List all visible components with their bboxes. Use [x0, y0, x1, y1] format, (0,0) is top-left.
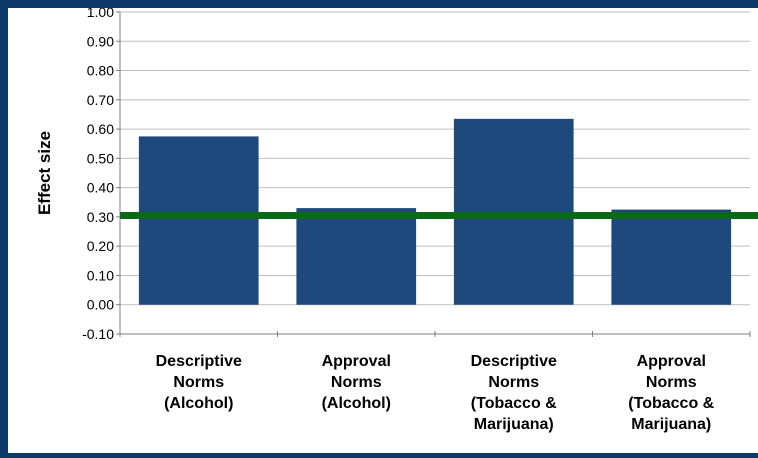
bar [453, 118, 574, 305]
x-category-label: Descriptive Norms (Alcohol) [156, 353, 242, 412]
y-tick-label: 0.40 [87, 180, 114, 196]
y-tick-label: -0.10 [82, 326, 114, 342]
y-tick-label: 0.10 [87, 267, 114, 283]
x-category-label: Descriptive Norms (Tobacco & Marijuana) [471, 353, 558, 433]
y-tick-label: 0.00 [87, 297, 114, 313]
bars [138, 118, 732, 305]
x-category-label: Approval Norms (Alcohol) [322, 353, 391, 412]
y-tick-label: 0.80 [87, 63, 114, 79]
bar [611, 209, 732, 305]
y-tick-labels: -0.10 0.00 0.10 0.20 0.30 0.40 0.50 0.60 0.70 0.8… [82, 4, 114, 342]
x-category-labels: Descriptive Norms (Alcohol) Approval Norms (A… [156, 353, 715, 433]
chart-panel: -0.10 0.00 0.10 0.20 0.30 0.40 0.50 0.60 0.70 0.8… [8, 4, 758, 453]
x-category-label: Approval Norms (Tobacco & Marijuana) [628, 353, 714, 433]
y-axis-label: Effect size [35, 131, 54, 215]
y-tick-label: 0.70 [87, 92, 114, 108]
y-tick-label: 0.20 [87, 238, 114, 254]
axes [116, 11, 751, 337]
y-tick-label: 0.50 [87, 150, 114, 166]
y-tick-label: 0.90 [87, 33, 114, 49]
bar [296, 208, 417, 305]
bar [138, 136, 259, 305]
bar-chart: -0.10 0.00 0.10 0.20 0.30 0.40 0.50 0.60 0.70 0.8… [35, 4, 758, 433]
y-tick-label: 0.60 [87, 121, 114, 137]
y-tick-label: 0.30 [87, 209, 114, 225]
y-tick-label: 1.00 [87, 8, 114, 20]
